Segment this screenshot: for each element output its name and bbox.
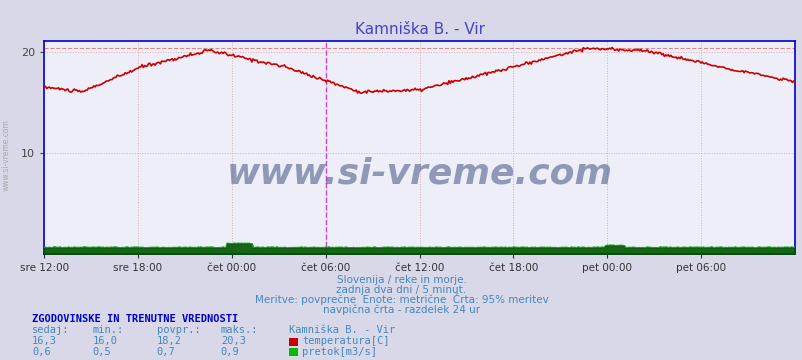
Text: www.si-vreme.com: www.si-vreme.com	[226, 156, 612, 190]
Text: maks.:: maks.:	[221, 325, 258, 335]
Text: min.:: min.:	[92, 325, 124, 335]
Text: Slovenija / reke in morje.: Slovenija / reke in morje.	[336, 275, 466, 285]
Text: 18,2: 18,2	[156, 336, 181, 346]
Text: 16,0: 16,0	[92, 336, 117, 346]
Text: zadnja dva dni / 5 minut.: zadnja dva dni / 5 minut.	[336, 285, 466, 295]
Text: 0,5: 0,5	[92, 347, 111, 357]
Text: Kamniška B. - Vir: Kamniška B. - Vir	[289, 325, 395, 335]
Text: www.si-vreme.com: www.si-vreme.com	[2, 119, 11, 191]
Text: navpična črta - razdelek 24 ur: navpična črta - razdelek 24 ur	[322, 304, 480, 315]
Text: 0,6: 0,6	[32, 347, 51, 357]
Text: 0,7: 0,7	[156, 347, 175, 357]
Title: Kamniška B. - Vir: Kamniška B. - Vir	[354, 22, 484, 37]
Text: sedaj:: sedaj:	[32, 325, 70, 335]
Text: Meritve: povprečne  Enote: metrične  Črta: 95% meritev: Meritve: povprečne Enote: metrične Črta:…	[254, 293, 548, 305]
Text: pretok[m3/s]: pretok[m3/s]	[302, 347, 376, 357]
Text: ZGODOVINSKE IN TRENUTNE VREDNOSTI: ZGODOVINSKE IN TRENUTNE VREDNOSTI	[32, 314, 238, 324]
Text: povpr.:: povpr.:	[156, 325, 200, 335]
Text: 20,3: 20,3	[221, 336, 245, 346]
Text: 0,9: 0,9	[221, 347, 239, 357]
Text: temperatura[C]: temperatura[C]	[302, 336, 389, 346]
Text: 16,3: 16,3	[32, 336, 57, 346]
